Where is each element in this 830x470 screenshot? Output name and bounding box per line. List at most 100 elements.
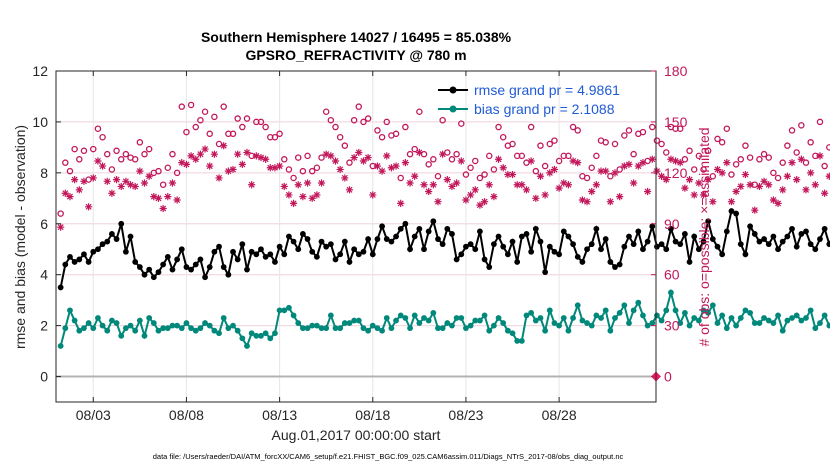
assimilated-point xyxy=(387,164,396,172)
rmse-point xyxy=(779,238,786,245)
rmse-point xyxy=(435,236,441,242)
assimilated-point xyxy=(164,193,172,201)
bias-point xyxy=(435,325,441,332)
assimilated-point xyxy=(597,167,605,175)
possible-point xyxy=(374,127,381,134)
bias-point xyxy=(584,320,590,326)
bias-point xyxy=(76,327,83,334)
assimilated-point xyxy=(443,176,451,184)
bias-point xyxy=(677,320,684,326)
assimilated-point xyxy=(80,177,88,185)
assimilated-point xyxy=(327,152,335,160)
rmse-point xyxy=(127,233,134,240)
assimilated-point xyxy=(103,177,111,185)
possible-point xyxy=(653,137,661,144)
rmse-point xyxy=(276,243,283,250)
possible-point xyxy=(178,103,186,110)
rmse-point xyxy=(267,251,274,258)
possible-point xyxy=(350,116,358,124)
bias-point xyxy=(258,332,264,339)
rmse-point xyxy=(90,248,97,255)
rmse-point xyxy=(76,256,83,263)
rmse-point xyxy=(621,243,628,250)
bias-line xyxy=(59,288,830,349)
assimilated-point xyxy=(620,162,628,170)
possible-point xyxy=(434,172,442,180)
bias-point xyxy=(495,315,502,321)
rmse-point xyxy=(490,241,497,248)
rmse-point xyxy=(574,253,581,260)
rmse-point xyxy=(57,284,64,291)
rmse-point xyxy=(383,236,390,242)
rmse-point xyxy=(709,236,716,242)
assimilated-point xyxy=(383,152,391,160)
x-axis-label: Aug.01,2017 00:00:00 start xyxy=(272,427,441,443)
possible-point xyxy=(467,164,474,172)
rmse-point xyxy=(691,233,698,240)
rmse-point xyxy=(537,238,544,245)
rmse-point xyxy=(439,241,446,248)
y-tick-label: 12 xyxy=(32,63,48,79)
possible-point xyxy=(332,123,339,131)
bias-point xyxy=(598,315,604,321)
bias-point xyxy=(253,332,260,339)
rmse-point xyxy=(99,241,106,248)
rmse-point xyxy=(514,259,521,265)
assimilated-point xyxy=(727,198,736,206)
bias-point xyxy=(211,327,218,334)
assimilated-point xyxy=(499,164,507,172)
bias-point xyxy=(244,343,250,349)
bias-point xyxy=(644,322,651,329)
assimilated-point xyxy=(821,189,829,197)
bias-point xyxy=(803,315,809,321)
bias-point xyxy=(681,309,688,316)
assimilated-point xyxy=(569,157,577,165)
bias-point xyxy=(197,325,204,332)
rmse-point xyxy=(388,238,395,245)
possible-point xyxy=(141,150,148,158)
rmse-line xyxy=(59,209,830,288)
assimilated-point xyxy=(392,162,400,170)
assimilated-point xyxy=(117,182,125,191)
bias-point xyxy=(202,320,208,326)
assimilated-point xyxy=(797,155,805,163)
assimilated-point xyxy=(150,193,158,201)
rmse-point xyxy=(518,233,525,240)
rmse-point xyxy=(295,246,302,253)
possible-point xyxy=(145,145,153,153)
assimilated-point xyxy=(182,160,191,168)
rmse-point xyxy=(789,225,795,232)
bias-point xyxy=(355,317,362,324)
assimilated-point xyxy=(536,172,545,180)
possible-point xyxy=(472,157,479,165)
assimilated-point xyxy=(448,182,456,191)
possible-point xyxy=(481,171,488,178)
possible-point xyxy=(364,115,372,122)
possible-point xyxy=(588,164,595,172)
rmse-point xyxy=(178,246,185,253)
possible-point xyxy=(541,162,549,170)
possible-point xyxy=(821,162,828,170)
rmse-point xyxy=(588,241,595,248)
possible-point xyxy=(630,150,637,158)
assimilated-point xyxy=(671,157,680,165)
rmse-point xyxy=(644,238,651,245)
bias-point xyxy=(132,327,139,334)
rmse-point xyxy=(630,241,637,248)
rmse-point xyxy=(341,238,348,245)
possible-point xyxy=(453,150,460,158)
rmse-point xyxy=(672,238,679,245)
rmse-point xyxy=(807,241,814,248)
bias-point xyxy=(709,302,716,309)
bias-point xyxy=(449,322,455,329)
bias-point xyxy=(295,320,302,326)
assimilated-point xyxy=(606,198,614,206)
bias-point xyxy=(309,322,316,329)
legend: rmse grand pr = 4.9861 bias grand pr = 2… xyxy=(438,82,620,117)
bias-point xyxy=(793,312,800,319)
possible-point xyxy=(816,118,824,126)
rmse-point xyxy=(365,236,372,242)
rmse-point xyxy=(602,236,609,242)
bias-point xyxy=(178,325,185,332)
bias-point xyxy=(160,325,167,332)
